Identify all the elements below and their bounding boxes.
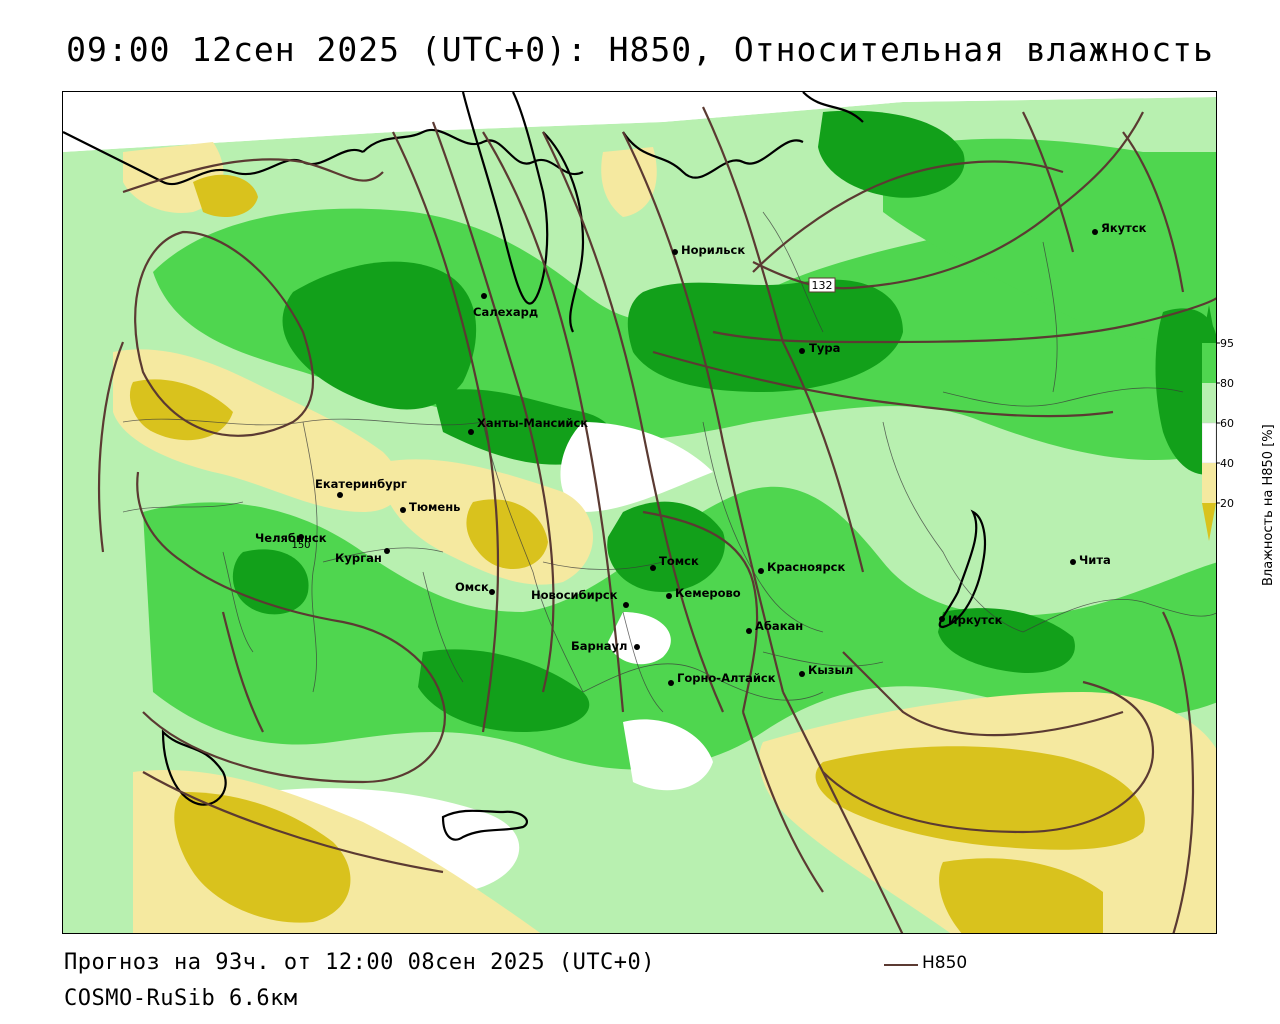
very-dry-area-6 [193,174,258,217]
city-omsk[interactable]: Омск [455,580,495,595]
h850-legend-label: H850 [922,953,968,973]
colorbar-gt95 [1202,305,1216,343]
svg-text:Курган: Курган [335,551,382,565]
dry-area-1 [560,422,713,512]
svg-text:Барнаул: Барнаул [571,639,627,653]
contour-label-132: 132 [808,277,836,293]
city-chita[interactable]: Чита [1070,553,1111,567]
very-dry-area-3 [174,792,351,923]
svg-text:Ханты-Мансийск: Ханты-Мансийск [477,416,588,430]
very-dry-area-2 [466,499,548,569]
svg-text:150: 150 [291,540,310,551]
city-abakan[interactable]: Абакан [746,619,803,634]
yellow-area-north-2 [601,147,657,217]
city-gorno-altaysk[interactable]: Горно-Алтайск [668,671,776,686]
city-tyumen[interactable]: Тюмень [400,500,460,514]
colorbar-lt20 [1202,503,1216,541]
svg-text:Кемерово: Кемерово [675,586,741,600]
city-irkutsk[interactable]: Иркутск [939,613,1003,627]
very-dry-area-5 [939,858,1103,933]
saturated-zone-5 [607,501,725,592]
h850-legend-line [884,964,918,966]
svg-text:Горно-Алтайск: Горно-Алтайск [677,671,776,685]
coastlines [63,92,987,841]
svg-text:Чита: Чита [1079,553,1111,567]
colorbar-60-80 [1202,383,1216,423]
city-salekhard[interactable]: Салехард [473,293,538,319]
city-khanty-mansiysk[interactable]: Ханты-Мансийск [468,416,588,435]
svg-text:Абакан: Абакан [755,619,803,633]
city-krasnoyarsk[interactable]: Красноярск [758,560,845,574]
city-kurgan[interactable]: Курган [335,548,390,565]
colorbar-tick-60: 60 [1220,417,1234,430]
svg-text:132: 132 [812,279,833,292]
h850-contours [97,106,1216,933]
svg-text:Челябинск: Челябинск [255,531,327,545]
outside-domain [63,92,1216,152]
city-yakutsk[interactable]: Якутск [1092,221,1147,235]
svg-text:Екатеринбург: Екатеринбург [315,477,407,491]
saturated-zone-6 [418,649,590,732]
city-barnaul[interactable]: Барнаул [571,639,640,653]
city-chelyabinsk[interactable]: Челябинск [255,531,327,545]
humid-band-central [143,486,1216,770]
city-kemerovo[interactable]: Кемерово [666,586,741,600]
city-norilsk[interactable]: Норильск [672,243,745,257]
colorbar-20-40 [1202,463,1216,503]
svg-text:Якутск: Якутск [1101,221,1147,235]
city-kyzyl[interactable]: Кызыл [799,663,853,677]
svg-text:Красноярск: Красноярск [767,560,845,574]
city-tura[interactable]: Тура [799,341,840,355]
dry-area-2 [608,612,671,665]
svg-text:Салехард: Салехард [473,305,538,319]
colorbar-tick-20: 20 [1220,497,1234,510]
saturated-zone-1 [282,261,477,410]
saturated-zone-4 [818,110,965,198]
colorbar-80-95 [1202,343,1216,383]
map-panel[interactable]: 132 150 Якутск Норильск Салехард Тура [62,91,1217,934]
map-title: 09:00 12сен 2025 (UTC+0): H850, Относите… [66,30,1214,69]
svg-text:Норильск: Норильск [681,243,745,257]
svg-text:Томск: Томск [659,554,699,568]
forecast-info: Прогноз на 93ч. от 12:00 08сен 2025 (UTC… [64,950,656,975]
colorbar-tick-95: 95 [1220,337,1234,350]
saturated-zone-7 [938,608,1075,673]
dry-area-4 [623,719,713,791]
city-tomsk[interactable]: Томск [650,554,699,571]
humidity-map: 132 150 Якутск Норильск Салехард Тура [63,92,1216,933]
admin-borders [122,211,1216,713]
svg-text:Иркутск: Иркутск [948,613,1003,627]
humid-band-east [883,138,1216,341]
saturated-zone-8 [1155,308,1216,475]
very-dry-area-4 [815,746,1145,850]
colorbar-tick-80: 80 [1220,377,1234,390]
colorbar-40-60 [1201,422,1217,464]
svg-text:Новосибирск: Новосибирск [531,588,618,602]
svg-text:Кызыл: Кызыл [808,663,853,677]
city-yekaterinburg[interactable]: Екатеринбург [315,477,407,498]
svg-text:Тура: Тура [809,341,840,355]
svg-text:Омск: Омск [455,580,489,594]
city-markers: Якутск Норильск Салехард Тура Ханты-Манс… [255,221,1147,686]
colorbar-tick-40: 40 [1220,457,1234,470]
city-novosibirsk[interactable]: Новосибирск [531,588,629,608]
colorbar-title: Влажность на H850 [%] [1261,424,1276,586]
contour-label-150: 150 [291,540,310,551]
colorbar [1201,305,1262,595]
svg-text:Тюмень: Тюмень [409,500,460,514]
colorbar-title-wrap: Влажность на H850 [%] [1261,352,1280,592]
model-name: COSMO-RuSib 6.6км [64,986,298,1011]
